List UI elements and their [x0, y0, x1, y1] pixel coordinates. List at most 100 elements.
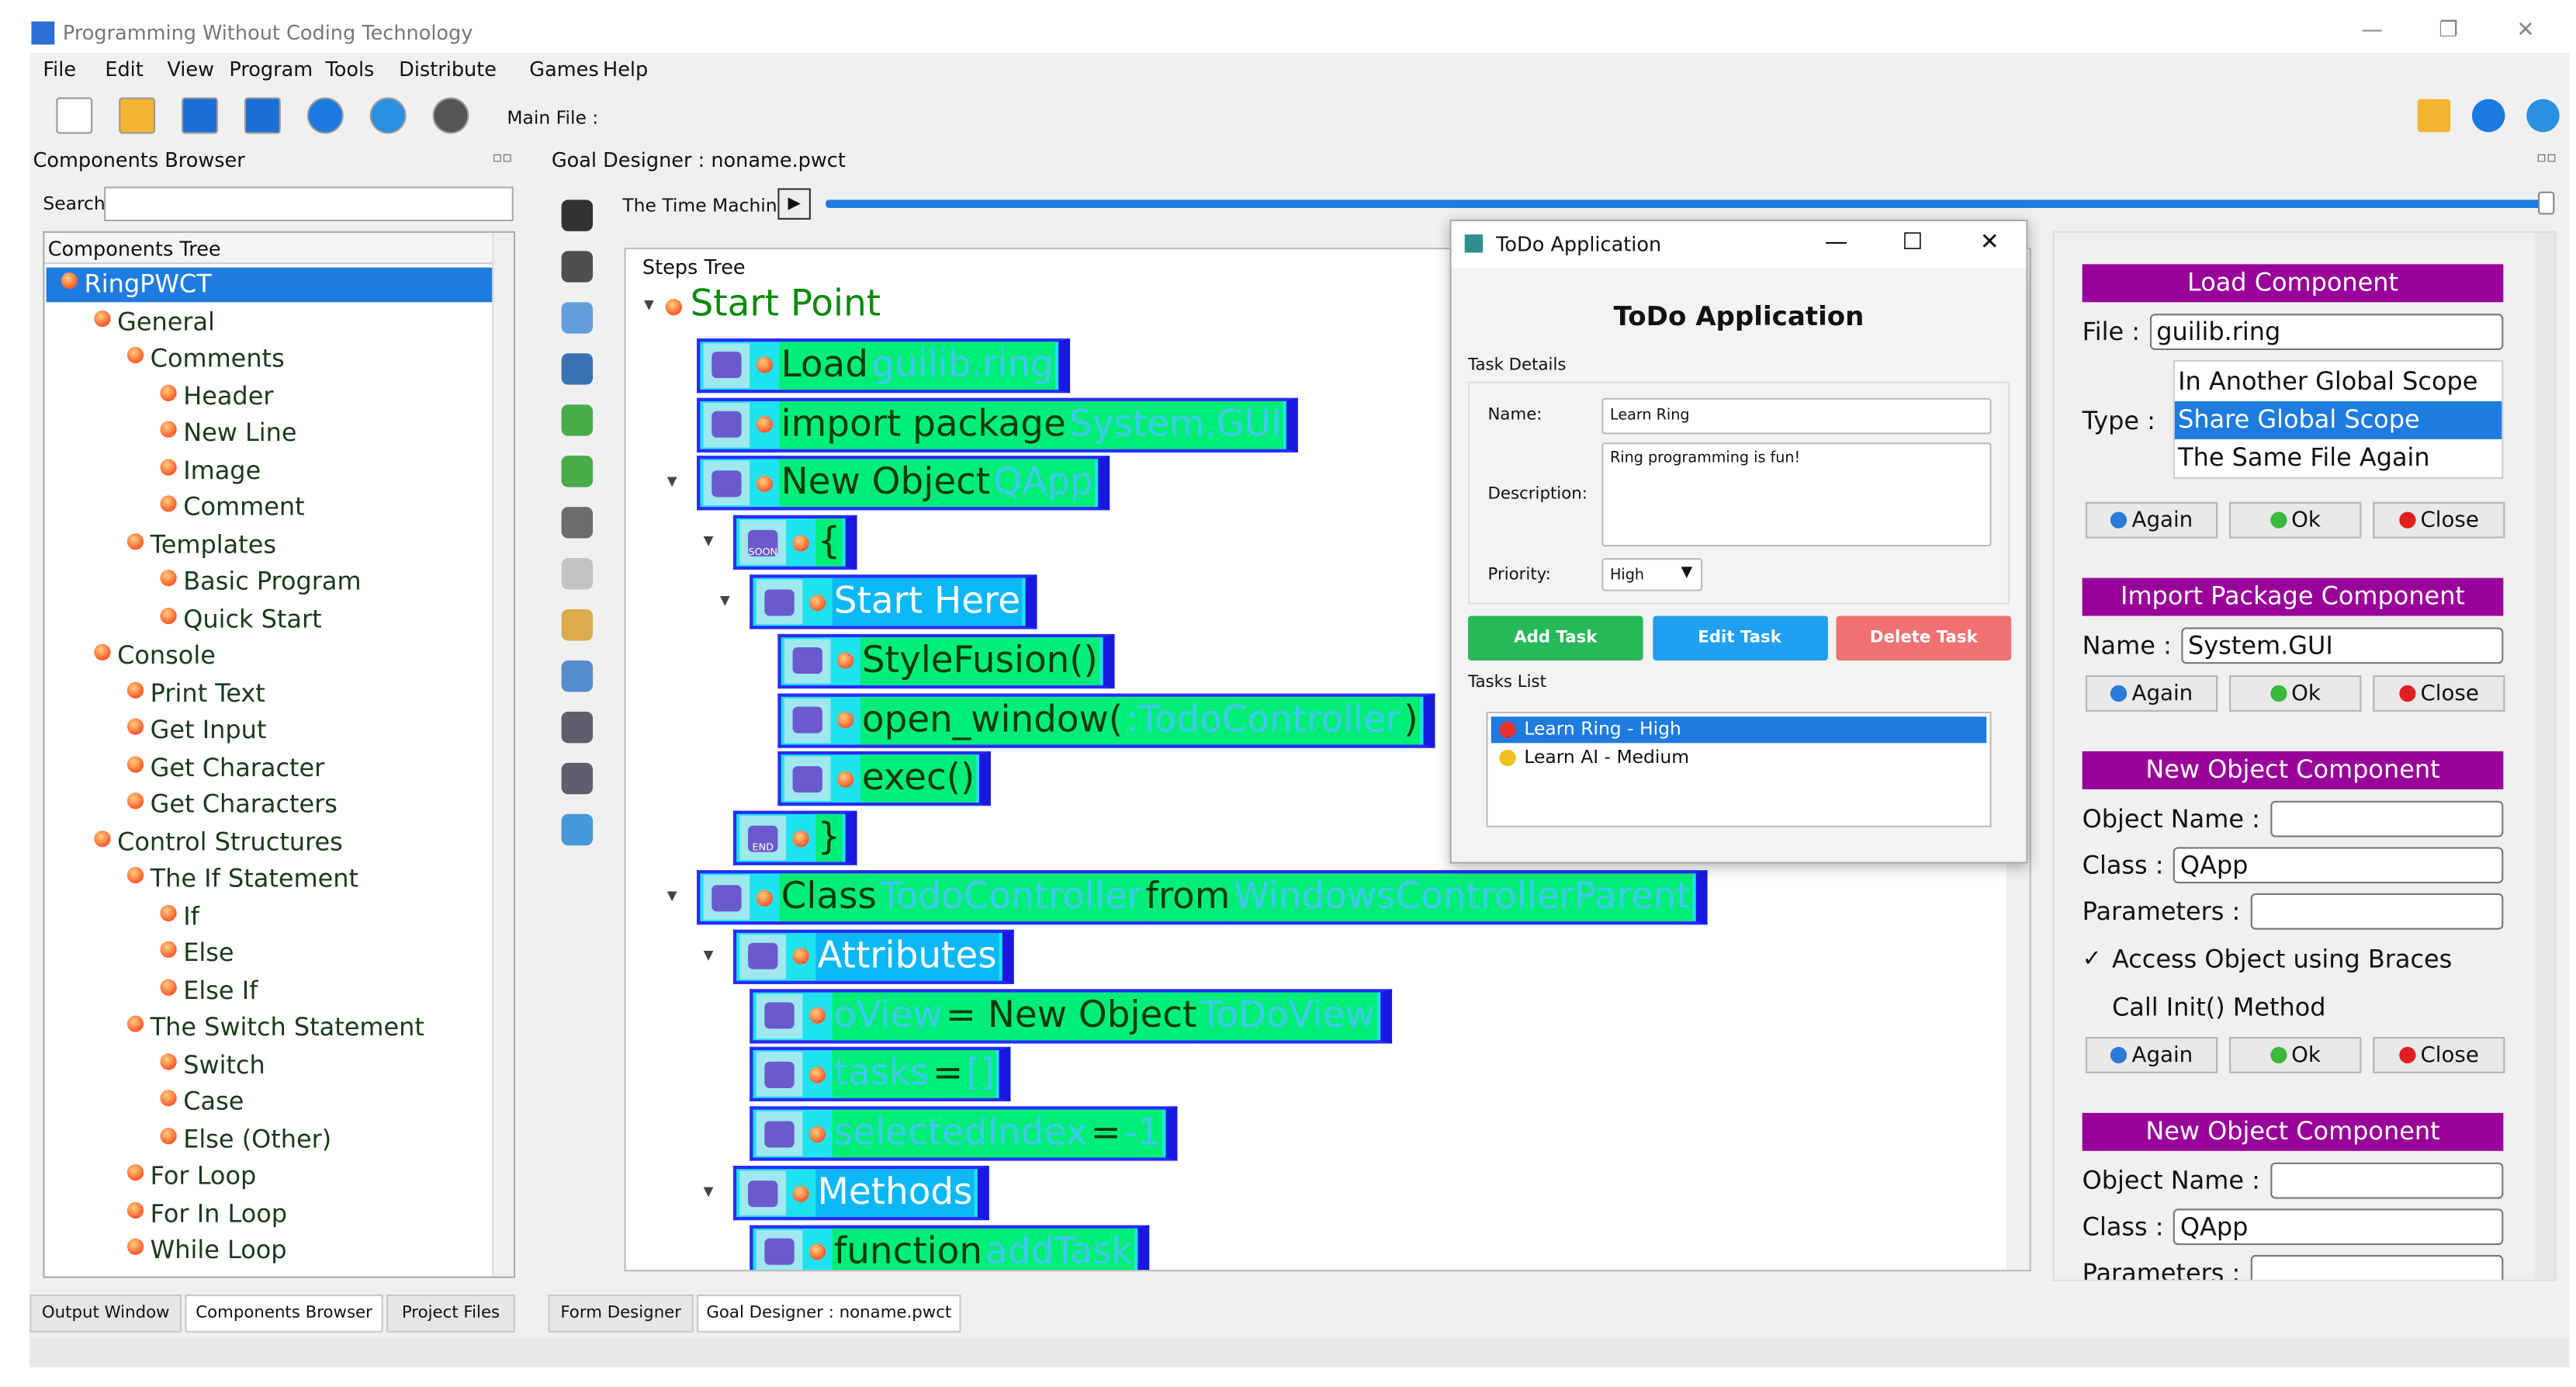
- expand-arrow[interactable]: ▾: [643, 292, 654, 316]
- toolbar-button[interactable]: [432, 97, 469, 134]
- option-item[interactable]: Share Global Scope: [2174, 400, 2502, 439]
- priority-combo[interactable]: High ▼: [1601, 558, 1703, 591]
- action-button[interactable]: Ok: [2229, 1037, 2362, 1073]
- text-input[interactable]: guilib.ring: [2149, 314, 2504, 351]
- tool-button[interactable]: [561, 404, 594, 436]
- checkbox[interactable]: ✓ Access Object using Braces: [2083, 943, 2453, 976]
- tab[interactable]: Project Files: [386, 1294, 515, 1333]
- action-button[interactable]: Close: [2373, 501, 2505, 539]
- tab[interactable]: Goal Designer : noname.pwct: [697, 1294, 961, 1333]
- tree-item[interactable]: Get Characters: [47, 788, 493, 823]
- action-button[interactable]: Close: [2373, 1037, 2505, 1073]
- expand-arrow[interactable]: ▾: [703, 1178, 714, 1202]
- step-block[interactable]: selectedIndex = -1: [750, 1106, 1178, 1161]
- task-item[interactable]: Learn AI - Medium: [1491, 744, 1986, 771]
- option-item[interactable]: The Same File Again: [2178, 442, 2430, 473]
- step-block[interactable]: StyleFusion(): [777, 633, 1115, 688]
- tool-button[interactable]: [561, 762, 594, 795]
- tree-item[interactable]: The Switch Statement: [47, 1011, 493, 1045]
- text-input[interactable]: QApp: [2173, 1208, 2504, 1246]
- time-slider[interactable]: [826, 199, 2552, 209]
- action-button[interactable]: Again: [2085, 501, 2218, 539]
- tree-item[interactable]: Comment: [47, 491, 493, 525]
- toolbar-button[interactable]: [119, 97, 156, 134]
- toolbar-button[interactable]: [2417, 99, 2451, 133]
- toolbar-button[interactable]: [2471, 99, 2505, 133]
- checkbox[interactable]: Call Init() Method: [2083, 990, 2326, 1024]
- step-block[interactable]: import package System.GUI: [697, 397, 1299, 453]
- tree-item[interactable]: Case: [47, 1085, 493, 1120]
- option-item[interactable]: In Another Global Scope: [2178, 366, 2478, 397]
- toolbar-button[interactable]: [2526, 99, 2560, 133]
- task-item[interactable]: Learn Ring - High: [1491, 716, 1987, 744]
- window-control[interactable]: ✕: [2516, 18, 2535, 43]
- step-block[interactable]: exec(): [777, 751, 992, 807]
- text-input[interactable]: [2270, 800, 2504, 837]
- tool-button[interactable]: [561, 711, 594, 744]
- tool-button[interactable]: [561, 609, 594, 641]
- step-block[interactable]: Load guilib.ring: [697, 338, 1071, 393]
- dialog-control[interactable]: —: [1824, 229, 1848, 256]
- tool-button[interactable]: [561, 199, 594, 231]
- tree-item[interactable]: If: [47, 899, 493, 934]
- menu-item[interactable]: Tools: [325, 57, 375, 81]
- toolbar-button[interactable]: [369, 97, 407, 134]
- text-input[interactable]: Ring programming is fun!: [1601, 442, 1992, 547]
- expand-arrow[interactable]: ▾: [703, 529, 714, 552]
- toolbar-button[interactable]: [306, 97, 344, 134]
- dialog-button[interactable]: Edit Task: [1652, 615, 1827, 661]
- tree-item[interactable]: For In Loop: [47, 1196, 493, 1231]
- window-control[interactable]: ❐: [2439, 18, 2459, 43]
- tool-button[interactable]: [561, 813, 594, 846]
- play-button[interactable]: ▶: [777, 188, 811, 220]
- tree-item[interactable]: General: [47, 305, 493, 340]
- step-block[interactable]: oView = New Object ToDoView: [750, 988, 1392, 1043]
- text-input[interactable]: [2270, 1162, 2504, 1199]
- step-block[interactable]: Attributes: [732, 929, 1013, 984]
- tree-item[interactable]: Basic Program: [47, 565, 493, 600]
- tree-item[interactable]: Control Structures: [47, 825, 493, 860]
- menu-item[interactable]: View: [167, 57, 214, 81]
- tree-item[interactable]: For Loop: [47, 1159, 493, 1194]
- step-block[interactable]: New Object QApp: [697, 456, 1110, 511]
- tool-button[interactable]: [561, 660, 594, 692]
- step-block[interactable]: SOON {: [732, 515, 857, 570]
- text-input[interactable]: [2250, 893, 2504, 930]
- menu-item[interactable]: Distribute: [399, 57, 497, 81]
- tab[interactable]: Components Browser: [185, 1294, 383, 1333]
- search-input[interactable]: [104, 186, 514, 222]
- dialog-button[interactable]: Add Task: [1467, 615, 1643, 661]
- tree-item[interactable]: Header: [47, 379, 493, 414]
- step-block[interactable]: open_window(:TodoController): [777, 692, 1435, 747]
- tree-item[interactable]: Else If: [47, 973, 493, 1008]
- step-block[interactable]: Start Here: [750, 574, 1037, 629]
- expand-arrow[interactable]: ▾: [719, 588, 730, 612]
- action-button[interactable]: Again: [2085, 675, 2218, 712]
- expand-arrow[interactable]: ▾: [703, 942, 714, 966]
- tree-item[interactable]: Get Character: [47, 751, 493, 785]
- tree-item[interactable]: RingPWCT: [46, 267, 493, 303]
- menu-item[interactable]: Program: [229, 57, 313, 81]
- expand-arrow[interactable]: ▾: [667, 470, 677, 493]
- action-button[interactable]: Ok: [2229, 501, 2362, 539]
- step-block[interactable]: Methods: [732, 1165, 989, 1221]
- tool-button[interactable]: [561, 456, 594, 487]
- tree-item[interactable]: Else (Other): [47, 1122, 493, 1157]
- tree-item[interactable]: Get Input: [47, 713, 493, 748]
- tool-button[interactable]: [561, 558, 594, 590]
- menu-item[interactable]: File: [43, 57, 77, 81]
- menu-item[interactable]: Help: [602, 57, 649, 81]
- tree-item[interactable]: Image: [47, 453, 493, 488]
- tree-item[interactable]: New Line: [47, 416, 493, 451]
- tree-item[interactable]: Templates: [47, 528, 493, 563]
- step-block[interactable]: tasks =[]: [750, 1047, 1012, 1102]
- dialog-button[interactable]: Delete Task: [1836, 615, 2012, 661]
- tree-item[interactable]: Print Text: [47, 676, 493, 711]
- toolbar-button[interactable]: [182, 97, 218, 134]
- text-input[interactable]: System.GUI: [2181, 627, 2504, 664]
- tree-item[interactable]: Switch: [47, 1048, 493, 1083]
- action-button[interactable]: Close: [2373, 675, 2505, 712]
- tool-button[interactable]: [561, 507, 594, 539]
- tree-item[interactable]: The If Statement: [47, 862, 493, 897]
- menu-item[interactable]: Edit: [105, 57, 144, 81]
